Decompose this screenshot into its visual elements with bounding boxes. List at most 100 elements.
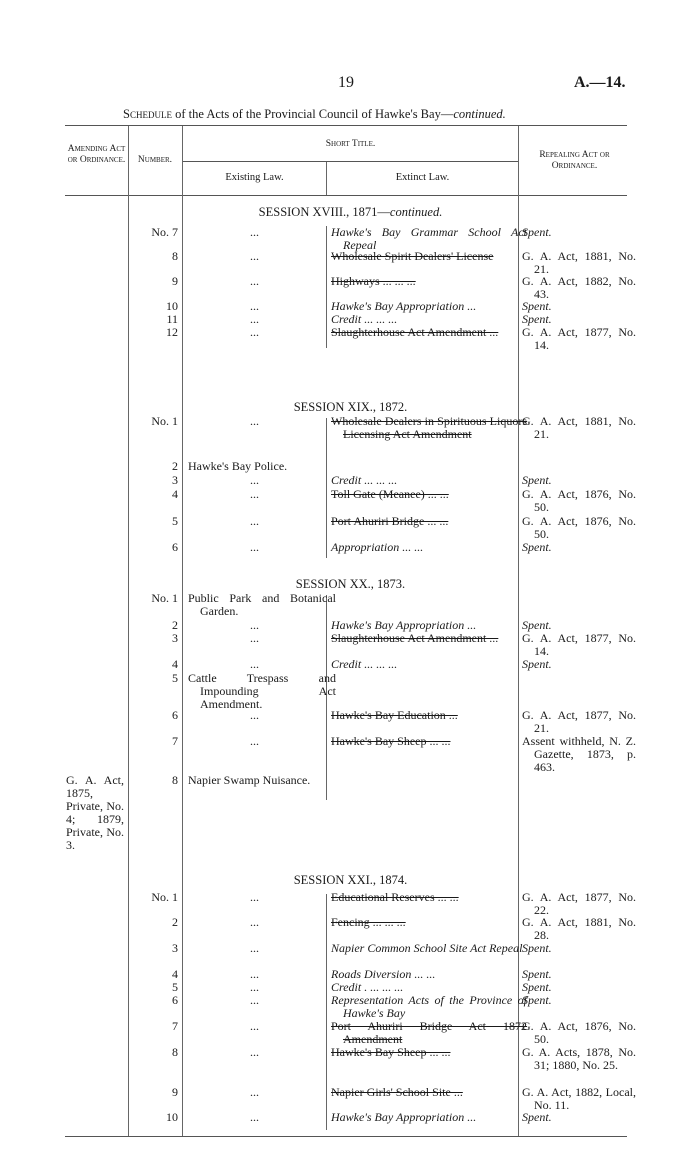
row-number: 10 (166, 1110, 178, 1124)
column-divider (326, 595, 327, 800)
row-number: 5 (172, 514, 178, 528)
repealing-act: G. A. Act, 1881, No. 28. (522, 915, 636, 942)
existing-law: ... (250, 890, 259, 904)
extinct-law: Roads Diversion ... ... (331, 967, 436, 981)
existing-law: ... (250, 414, 259, 428)
extinct-law: Hawke's Bay Education ... (331, 708, 458, 722)
existing-law: Public Park and Botanical Garden. (188, 591, 336, 618)
extinct-law: Fencing ... ... ... (331, 915, 406, 929)
row-number: 8 (172, 249, 178, 263)
row-number: 3 (172, 473, 178, 487)
column-divider (128, 126, 129, 1136)
repealing-act: Spent. (522, 299, 552, 313)
existing-law: ... (250, 225, 259, 239)
header-extinct-law: Extinct Law. (395, 172, 450, 183)
column-divider (182, 126, 183, 1136)
row-number: 11 (166, 312, 178, 326)
existing-law: ... (250, 618, 259, 632)
existing-law: Napier Swamp Nuisance. (188, 773, 311, 787)
row-number: No. 1 (151, 414, 178, 428)
extinct-law: Hawke's Bay Appropriation ... (331, 1110, 477, 1124)
row-number: 5 (172, 980, 178, 994)
existing-law: ... (250, 631, 259, 645)
existing-law: ... (250, 941, 259, 955)
row-number: No. 7 (151, 225, 178, 239)
existing-law: ... (250, 312, 259, 326)
repealing-act: Spent. (522, 618, 552, 632)
existing-law: ... (250, 540, 259, 554)
repealing-act: G. A. Act, 1877, No. 22. (522, 890, 636, 917)
document-reference: A.—14. (574, 74, 626, 91)
repealing-act: Spent. (522, 993, 552, 1007)
extinct-law: Slaughterhouse Act Amendment ... (331, 631, 499, 645)
existing-law: ... (250, 487, 259, 501)
row-number: 9 (172, 1085, 178, 1099)
row-number: 10 (166, 299, 178, 313)
existing-law: ... (250, 915, 259, 929)
extinct-law: Wholesale Spirit Dealers' License (331, 249, 494, 263)
existing-law: ... (250, 1019, 259, 1033)
row-number: 5 (172, 671, 178, 685)
extinct-law: Hawke's Bay Appropriation ... (331, 299, 477, 313)
row-number: 4 (172, 657, 178, 671)
extinct-law: Hawke's Bay Grammar School Act Repeal (331, 225, 527, 252)
repealing-act: Spent. (522, 980, 552, 994)
schedule-title: Schedule of the Acts of the Provincial C… (123, 107, 506, 121)
row-number: 4 (172, 487, 178, 501)
existing-law: ... (250, 1045, 259, 1059)
extinct-law: Napier Common School Site Act Repeal (331, 941, 523, 955)
table-bottom-rule (65, 1136, 627, 1137)
header-repealing: Repealing Act or Ordinance. (539, 150, 610, 171)
row-number: 8 (172, 773, 178, 787)
row-number: No. 1 (151, 591, 178, 605)
row-number: 12 (166, 325, 178, 339)
repealing-act: Spent. (522, 657, 552, 671)
session-title: SESSION XXI., 1874. (293, 873, 408, 887)
repealing-act: G. A. Act, 1877, No. 14. (522, 631, 636, 658)
row-number: 2 (172, 459, 178, 473)
extinct-law: Hawke's Bay Sheep ... ... (331, 1045, 451, 1059)
header-short-title: Short Title. (325, 139, 376, 149)
repealing-act: G. A. Act, 1882, Local, No. 11. (522, 1085, 636, 1112)
row-number: 7 (172, 734, 178, 748)
extinct-law: Toll Gate (Meanee) ... ... (331, 487, 449, 501)
existing-law: ... (250, 514, 259, 528)
existing-law: ... (250, 1085, 259, 1099)
header-number: Number. (137, 155, 173, 165)
extinct-law: Credit ... ... ... (331, 473, 398, 487)
session-title: SESSION XIX., 1872. (293, 400, 408, 414)
repealing-act: G. A. Act, 1877, No. 14. (522, 325, 636, 352)
repealing-act: Spent. (522, 941, 552, 955)
repealing-act: Spent. (522, 540, 552, 554)
existing-law: ... (250, 325, 259, 339)
row-number: 4 (172, 967, 178, 981)
session-title: SESSION XVIII., 1871—continued. (258, 205, 443, 219)
column-divider (518, 126, 519, 1136)
extinct-law: Hawke's Bay Appropriation ... (331, 618, 477, 632)
extinct-law: Port Ahuriri Bridge Act 1872 Amendment (331, 1019, 527, 1046)
repealing-act: Spent. (522, 312, 552, 326)
row-number: 3 (172, 941, 178, 955)
column-divider (326, 418, 327, 558)
row-number: 2 (172, 618, 178, 632)
repealing-act: Spent. (522, 967, 552, 981)
column-divider (326, 162, 327, 195)
column-divider (326, 226, 327, 348)
extinct-law: Highways ... ... ... (331, 274, 416, 288)
row-number: No. 1 (151, 890, 178, 904)
extinct-law: Hawke's Bay Sheep ... ... (331, 734, 451, 748)
row-number: 6 (172, 708, 178, 722)
row-number: 9 (172, 274, 178, 288)
extinct-law: Credit . ... ... ... (331, 980, 404, 994)
existing-law: ... (250, 299, 259, 313)
existing-law: ... (250, 657, 259, 671)
repealing-act: G. A. Act, 1876, No. 50. (522, 1019, 636, 1046)
row-number: 6 (172, 540, 178, 554)
session-title: SESSION XX., 1873. (295, 577, 406, 591)
row-number: 7 (172, 1019, 178, 1033)
row-number: 3 (172, 631, 178, 645)
repealing-act: G. A. Act, 1881, No. 21. (522, 249, 636, 276)
row-number: 6 (172, 993, 178, 1007)
existing-law: Hawke's Bay Police. (188, 459, 288, 473)
